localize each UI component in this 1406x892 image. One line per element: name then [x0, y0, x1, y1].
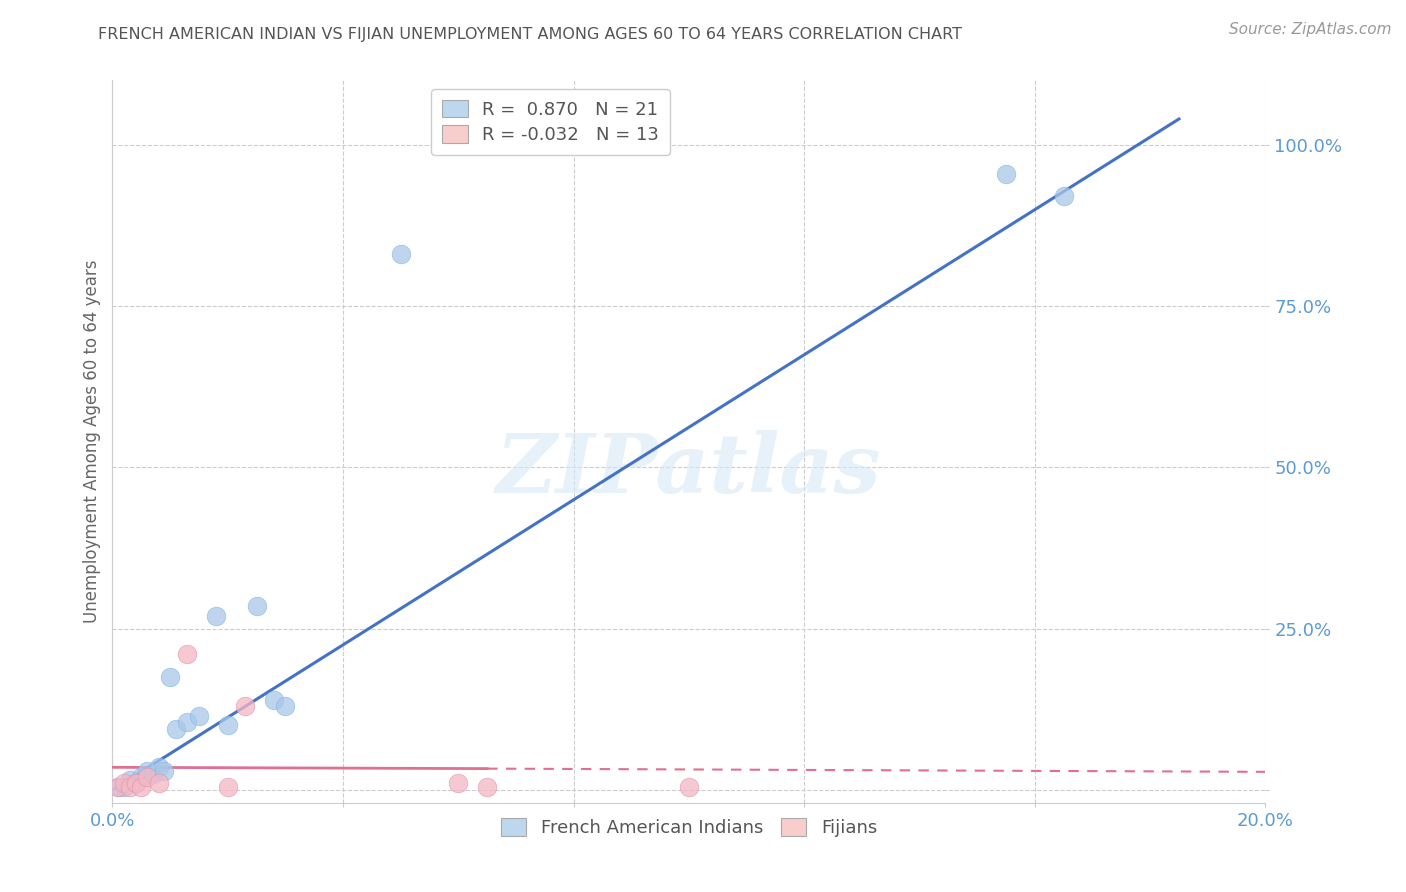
Point [263, 692, 285, 706]
Point [136, 770, 159, 784]
Point [129, 770, 153, 784]
Point [124, 776, 146, 790]
Point [148, 776, 170, 790]
Point [142, 766, 165, 780]
Point [233, 699, 256, 714]
Point [995, 167, 1018, 181]
Text: Source: ZipAtlas.com: Source: ZipAtlas.com [1229, 22, 1392, 37]
Text: ZIPatlas: ZIPatlas [496, 431, 882, 510]
Text: FRENCH AMERICAN INDIAN VS FIJIAN UNEMPLOYMENT AMONG AGES 60 TO 64 YEARS CORRELAT: FRENCH AMERICAN INDIAN VS FIJIAN UNEMPLO… [98, 27, 963, 42]
Point [107, 780, 129, 794]
Legend: French American Indians, Fijians: French American Indians, Fijians [494, 811, 884, 845]
Point [274, 699, 297, 714]
Point [107, 780, 129, 794]
Point [176, 648, 198, 662]
Point [246, 599, 269, 613]
Point [678, 780, 700, 794]
Point [112, 780, 135, 794]
Point [124, 776, 146, 790]
Point [389, 247, 412, 261]
Point [148, 760, 170, 774]
Point [112, 776, 135, 790]
Point [176, 715, 198, 730]
Point [217, 718, 239, 732]
Point [165, 722, 187, 736]
Point [118, 773, 141, 788]
Point [118, 780, 141, 794]
Y-axis label: Unemployment Among Ages 60 to 64 years: Unemployment Among Ages 60 to 64 years [83, 260, 101, 624]
Point [1053, 189, 1076, 203]
Point [475, 780, 499, 794]
Point [129, 780, 153, 794]
Point [447, 776, 470, 790]
Point [188, 708, 211, 723]
Point [217, 780, 239, 794]
Point [153, 764, 176, 778]
Point [205, 608, 228, 623]
Point [136, 764, 159, 778]
Point [159, 670, 181, 684]
